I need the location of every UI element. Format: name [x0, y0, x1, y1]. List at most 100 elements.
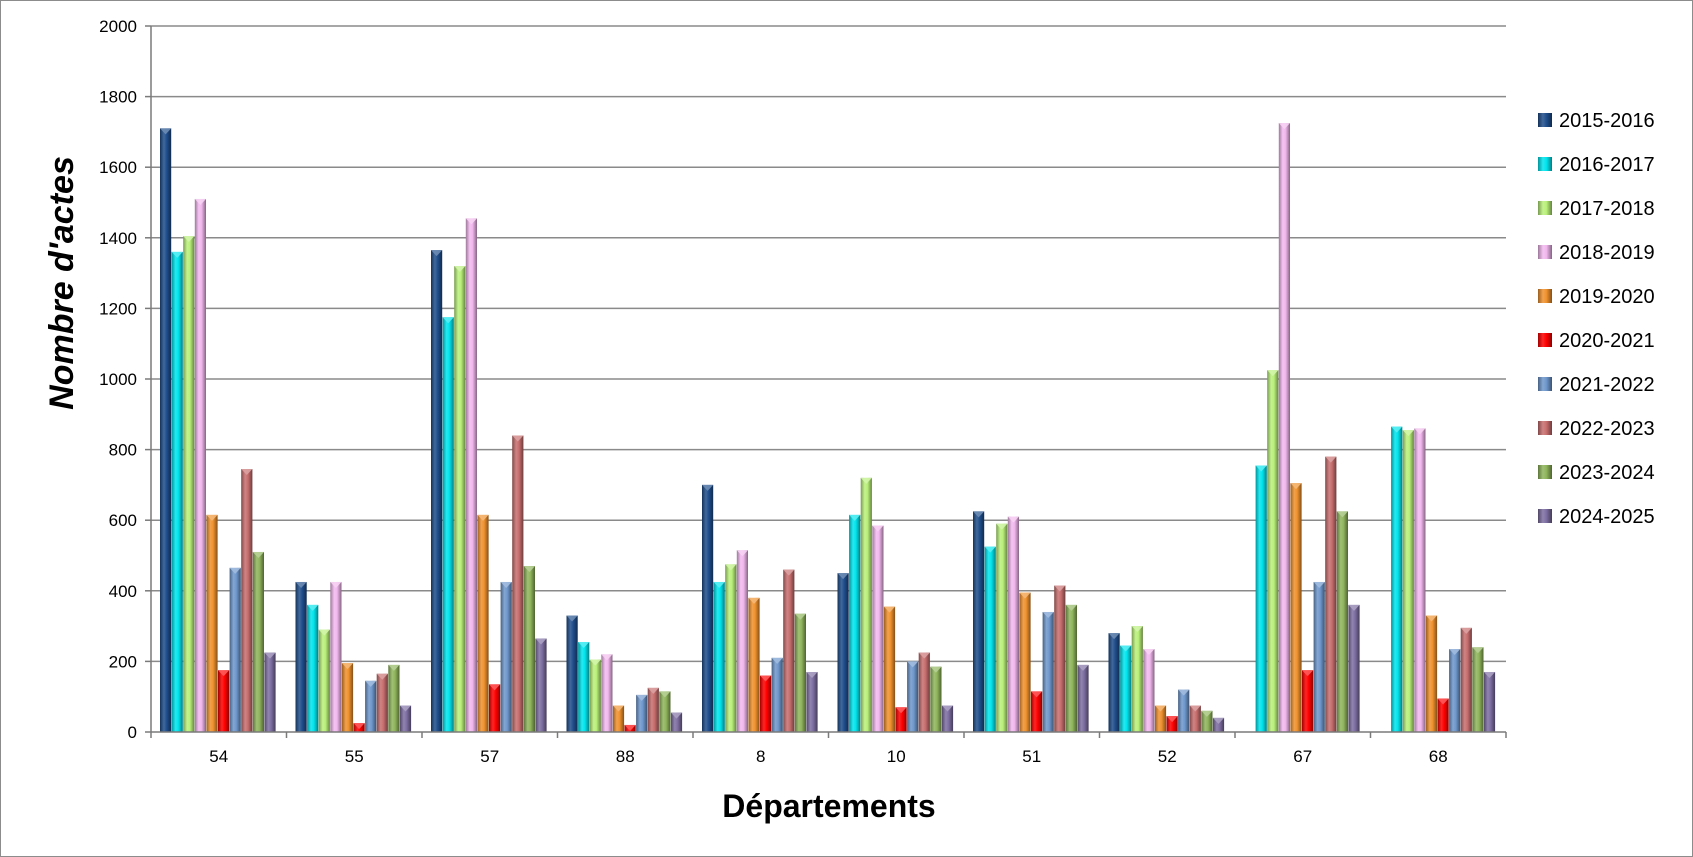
bar-2021-2022-52: [1178, 689, 1190, 732]
bar-2020-2021-57: [489, 684, 501, 732]
bar-cap: [376, 673, 388, 680]
bar-2016-2017-51: [984, 546, 996, 732]
legend-swatch: [1538, 421, 1552, 435]
bar-2023-2024-57: [523, 566, 535, 732]
bar-cap: [1166, 716, 1178, 723]
bar-cap: [365, 680, 377, 687]
bar-2024-2025-10: [941, 705, 954, 732]
bar-2019-2020-67: [1290, 483, 1302, 732]
bar-cap: [264, 652, 276, 659]
bar-cap: [183, 236, 195, 243]
bar-2021-2022-88: [636, 694, 648, 732]
legend-swatch: [1538, 509, 1552, 523]
bar-cap: [477, 514, 489, 521]
bar-cap: [1460, 627, 1472, 634]
bar-2018-2019-52: [1143, 649, 1155, 732]
bar-cap: [1120, 645, 1132, 652]
legend-swatch: [1538, 157, 1552, 171]
bar-2017-2018-52: [1131, 626, 1143, 732]
legend-label: 2022-2023: [1559, 418, 1655, 440]
bar-2023-2024-51: [1065, 604, 1077, 732]
bar-cap: [984, 546, 996, 553]
bar-cap: [872, 525, 884, 532]
bar-2019-2020-55: [341, 663, 354, 732]
bar-cap: [918, 652, 930, 659]
bar-cap: [783, 569, 795, 576]
bar-2018-2019-8: [736, 550, 748, 732]
bar-cap: [1065, 604, 1077, 611]
bar-cap: [1019, 592, 1031, 599]
bar-cap: [1178, 689, 1190, 696]
bar-cap: [1255, 465, 1267, 472]
bar-2017-2018-88: [589, 659, 601, 732]
y-tick-labels: 0 200 400 600 800 1000 1200 1400 1600 1800 2000: [99, 17, 137, 742]
x-tick-label: 10: [887, 747, 906, 766]
bar-cap: [388, 664, 400, 671]
bar-2015-2016-10: [837, 573, 849, 732]
bar-cap: [1189, 705, 1201, 712]
bar-cap: [725, 564, 737, 571]
bar-2022-2023-88: [647, 687, 659, 732]
bar-cap: [1201, 710, 1213, 717]
legend-label: 2024-2025: [1559, 506, 1655, 528]
bar-2022-2023-51: [1054, 585, 1066, 732]
x-tick-label: 8: [756, 747, 765, 766]
bar-cap: [601, 654, 613, 661]
bar-2017-2018-10: [860, 477, 872, 732]
bar-2017-2018-51: [996, 523, 1008, 732]
y-tick-label: 1400: [99, 229, 137, 248]
bar-cap: [318, 629, 330, 636]
bar-2020-2021-67: [1302, 670, 1314, 732]
bar-2020-2021-68: [1437, 698, 1449, 732]
bar-cap: [760, 675, 772, 682]
bar-2024-2025-68: [1483, 671, 1496, 732]
bar-cap: [229, 567, 241, 574]
bar-2016-2017-68: [1391, 426, 1403, 732]
bar-cap: [806, 671, 818, 678]
bar-cap: [736, 550, 748, 557]
y-tick-label: 600: [109, 511, 137, 530]
bar-cap: [624, 724, 636, 731]
bar-2019-2020-57: [477, 514, 489, 732]
bar-2015-2016-57: [431, 250, 443, 732]
bar-cap: [206, 514, 218, 521]
bar-2019-2020-52: [1154, 705, 1167, 732]
bar-cap: [973, 511, 985, 518]
legend-swatch: [1538, 113, 1552, 127]
legend-label: 2019-2020: [1559, 286, 1655, 308]
y-tick-label: 400: [109, 582, 137, 601]
legend: 2015-2016 2016-2017 2017-2018 2018-2019 2019…: [1538, 110, 1655, 528]
bar-cap: [1402, 430, 1414, 437]
bar-cap: [454, 266, 466, 273]
bar-2017-2018-68: [1402, 430, 1414, 732]
bar-cap: [1348, 604, 1360, 611]
bar-2022-2023-57: [512, 435, 524, 732]
bar-cap: [670, 712, 683, 719]
bar-2022-2023-10: [918, 652, 930, 732]
bar-cap: [1472, 647, 1484, 654]
bars: [160, 123, 1496, 733]
bar-2016-2017-67: [1255, 465, 1267, 732]
bar-2024-2025-55: [399, 705, 412, 732]
bar-2018-2019-88: [601, 654, 613, 732]
bar-2024-2025-67: [1348, 604, 1360, 732]
legend-label: 2021-2022: [1559, 374, 1655, 396]
bar-2019-2020-51: [1019, 592, 1031, 732]
bar-cap: [1425, 615, 1438, 622]
bar-cap: [465, 218, 477, 225]
bar-2019-2020-8: [748, 597, 760, 732]
bar-2022-2023-54: [241, 469, 253, 732]
bar-2018-2019-57: [465, 218, 477, 732]
bar-2015-2016-52: [1108, 633, 1120, 732]
bar-2018-2019-55: [330, 581, 342, 732]
bar-2019-2020-10: [883, 606, 896, 732]
bar-cap: [1042, 611, 1054, 618]
bar-2022-2023-52: [1189, 705, 1201, 732]
bar-2022-2023-67: [1325, 456, 1337, 732]
legend-swatch: [1538, 201, 1552, 215]
y-tick-label: 1600: [99, 158, 137, 177]
legend-label: 2023-2024: [1559, 462, 1655, 484]
bar-cap: [1437, 698, 1449, 705]
